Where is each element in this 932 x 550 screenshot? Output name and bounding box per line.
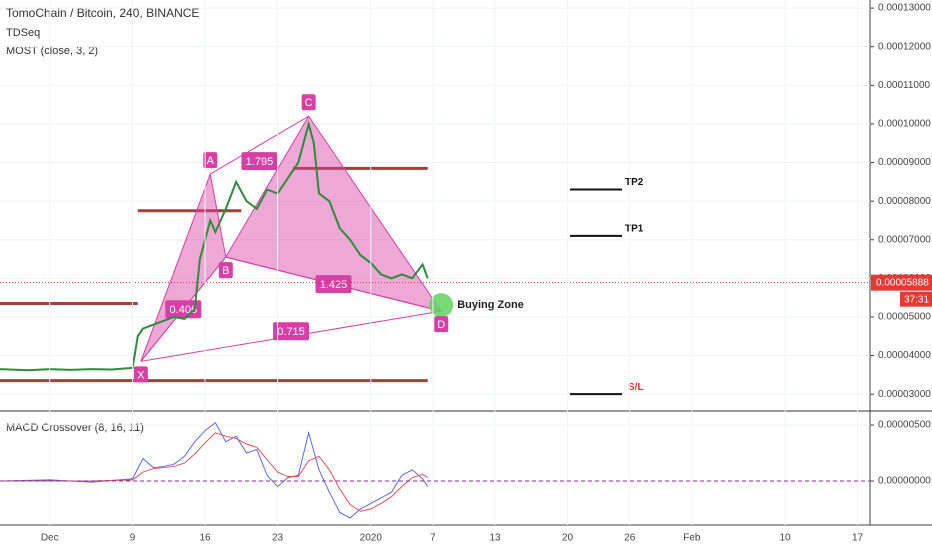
ratio-label: 1.795 — [246, 156, 274, 168]
x-tick-label: Dec — [41, 533, 59, 544]
point-box — [203, 152, 218, 169]
point-label: A — [207, 155, 215, 167]
series-line — [0, 120, 429, 372]
point-label: C — [305, 97, 313, 109]
y-tick-label: 0.00007000 — [878, 234, 931, 245]
ratio-box — [273, 322, 310, 341]
series-line — [0, 432, 429, 512]
y-tick-label: 0.00009000 — [878, 157, 931, 168]
y-tick-label: 0.00008000 — [878, 196, 931, 207]
ratio-box — [241, 152, 278, 171]
y-tick-label: 0.00003000 — [878, 389, 931, 400]
indicator-label: MOST (close, 3, 2) — [6, 45, 98, 57]
point-box — [434, 316, 449, 333]
last-price-label: 0.00005888 — [876, 277, 929, 288]
pattern-leg — [209, 115, 309, 175]
x-tick-label: 2020 — [360, 533, 383, 544]
point-box — [301, 94, 316, 111]
ratio-box — [165, 300, 202, 319]
x-tick-label: Feb — [683, 533, 701, 544]
countdown-label: 37:31 — [904, 294, 929, 305]
indicator-label: MACD Crossover (8, 16, 11) — [6, 422, 144, 434]
target-label: TP1 — [625, 224, 644, 235]
x-tick-label: 23 — [272, 533, 284, 544]
y-tick-label: 0.00005000 — [878, 312, 931, 323]
indicator-label: TDSeq — [6, 27, 40, 39]
x-tick-label: 20 — [562, 533, 574, 544]
ratio-label: 0.715 — [277, 326, 305, 338]
zone-label: Buying Zone — [457, 299, 524, 311]
buying-zone — [429, 293, 454, 318]
y-tick-label: 0.00000500 — [878, 420, 931, 431]
y-tick-label: 0.00011000 — [878, 80, 931, 91]
point-label: D — [437, 319, 445, 331]
ratio-label: 1.425 — [320, 279, 348, 291]
last-price-box — [871, 274, 932, 291]
x-tick-label: 16 — [200, 533, 212, 544]
x-tick-label: 13 — [490, 533, 502, 544]
series-line — [0, 422, 429, 519]
target-label: TP2 — [625, 177, 644, 188]
y-tick-label: 0.00012000 — [878, 41, 931, 52]
y-tick-label: 0.00010000 — [878, 119, 931, 130]
ratio-box — [315, 275, 352, 294]
x-tick-label: 9 — [130, 533, 136, 544]
y-tick-label: 0.00004000 — [878, 350, 931, 361]
countdown-box — [900, 291, 932, 307]
target-label: S/L — [628, 382, 644, 393]
point-box — [133, 366, 148, 383]
x-tick-label: 17 — [852, 533, 864, 544]
y-tick-label: 0.00013000 — [878, 3, 931, 14]
point-box — [218, 262, 233, 279]
x-tick-label: 10 — [780, 533, 792, 544]
y-tick-label: 0.00000000 — [878, 476, 931, 487]
x-tick-label: 7 — [430, 533, 436, 544]
x-tick-label: 26 — [624, 533, 636, 544]
point-label: X — [137, 369, 145, 381]
point-label: B — [222, 265, 229, 277]
chart-title: TomoChain / Bitcoin, 240, BINANCE — [6, 6, 199, 20]
